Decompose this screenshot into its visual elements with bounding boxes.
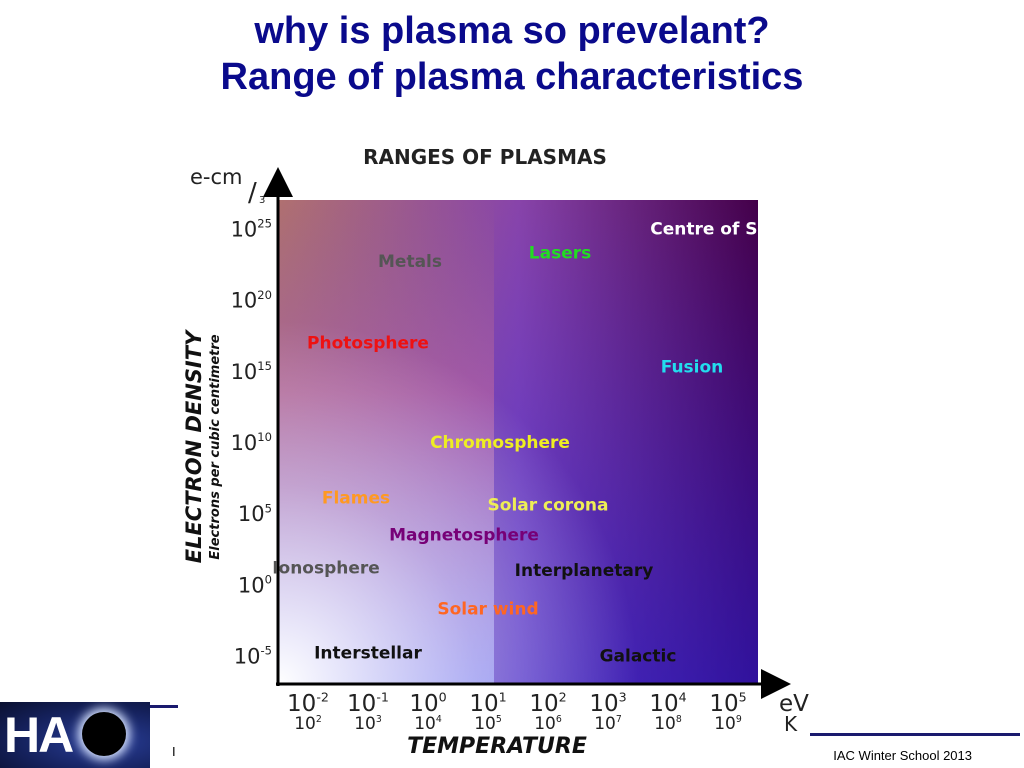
footer-rule-left: [150, 705, 178, 708]
x-axis-unit-ev: eV: [779, 691, 809, 717]
region-label-lasers: Lasers: [529, 244, 591, 264]
region-label-magnetosphere: Magnetosphere: [389, 526, 539, 546]
region-label-galactic: Galactic: [600, 647, 677, 667]
hao-logo: HA: [0, 702, 150, 768]
hao-logo-text: HA: [4, 707, 74, 763]
region-label-flames: Flames: [322, 489, 390, 509]
x-tick-label-k-6: 106: [534, 714, 562, 734]
region-label-photosphere: Photosphere: [307, 333, 429, 353]
region-label-centre-of-sun: Centre of Sun: [650, 219, 782, 239]
footer-left-mark: I: [172, 744, 176, 759]
x-tick-label-k-8: 108: [654, 714, 682, 734]
slide-title-line-2: Range of plasma characteristics: [220, 56, 804, 98]
plot-background-white-corner: [278, 200, 758, 684]
footer-text: IAC Winter School 2013: [833, 748, 972, 763]
region-label-ionosphere: Ionosphere: [272, 558, 380, 578]
y-axis-subtitle: Electrons per cubic centimetre: [208, 334, 223, 559]
y-tick-label-20: 1020: [231, 288, 272, 313]
x-axis-unit-k: K: [784, 712, 798, 736]
slide-title-line-1: why is plasma so prevelant?: [254, 10, 770, 52]
y-axis-title: ELECTRON DENSITY: [182, 329, 206, 563]
x-tick-label-ev--2: 10-2: [287, 689, 329, 717]
y-tick-label-5: 105: [238, 501, 272, 526]
region-label-metals: Metals: [378, 252, 442, 272]
x-tick-label-k-5: 105: [474, 714, 502, 734]
y-axis-unit-label: e-cm: [190, 165, 243, 189]
sun-icon: [82, 712, 126, 756]
x-axis-title: TEMPERATURE: [407, 734, 587, 759]
x-tick-label-k-7: 107: [594, 714, 622, 734]
y-tick-label-25: 1025: [231, 217, 272, 242]
x-tick-label-ev-3: 103: [589, 689, 626, 717]
region-label-solar-wind: Solar wind: [437, 600, 538, 620]
y-tick-label--5: 10-5: [234, 644, 272, 669]
footer-rule-right: [810, 733, 1020, 736]
x-tick-label-ev-4: 104: [649, 689, 686, 717]
region-label-chromosphere: Chromosphere: [430, 433, 570, 453]
chart-title: RANGES OF PLASMAS: [363, 145, 607, 169]
plot-area: [278, 200, 758, 684]
x-tick-label-ev-1: 101: [469, 689, 506, 717]
x-tick-label-k-9: 109: [714, 714, 742, 734]
x-tick-label-ev-0: 100: [409, 689, 446, 717]
region-label-interplanetary: Interplanetary: [515, 561, 654, 581]
x-tick-label-k-4: 104: [414, 714, 442, 734]
y-tick-label-15: 1015: [231, 359, 272, 384]
plasma-region-labels: Centre of Sun Lasers Metals Photosphere Fusi…: [272, 219, 782, 666]
region-label-fusion: Fusion: [661, 358, 724, 378]
x-tick-label-ev--1: 10-1: [347, 689, 389, 717]
slide-title: why is plasma so prevelant? Range of pla…: [0, 8, 1024, 100]
y-axis-unit-superscript: 3: [259, 195, 265, 206]
x-tick-label-k-3: 103: [354, 714, 382, 734]
x-tick-label-ev-5: 105: [709, 689, 746, 717]
x-tick-label-k-2: 102: [294, 714, 322, 734]
region-label-interstellar: Interstellar: [314, 644, 422, 664]
y-tick-label-0: 100: [238, 573, 272, 598]
x-tick-label-ev-2: 102: [529, 689, 566, 717]
region-label-solar-corona: Solar corona: [488, 496, 609, 516]
y-axis-ticks: 1025 1020 1015 1010 105 100 10-5: [231, 217, 272, 669]
y-tick-label-10: 1010: [231, 430, 272, 455]
y-axis-unit-slash: /: [248, 178, 257, 208]
